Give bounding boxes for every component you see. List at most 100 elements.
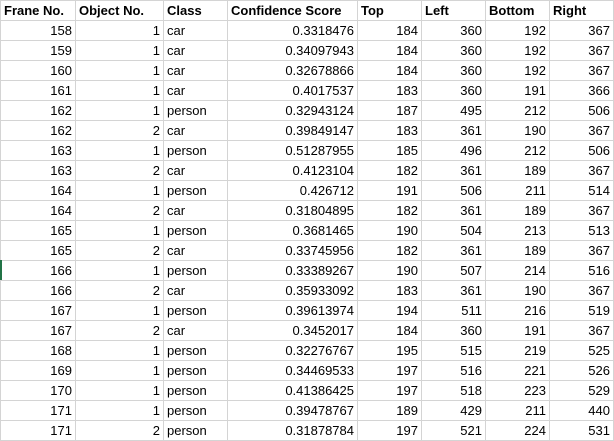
cell-left[interactable]: 360 [421,320,486,341]
cell-bottom[interactable]: 189 [485,240,550,261]
cell-frame-no[interactable]: 165 [0,240,76,261]
cell-confidence-score[interactable]: 0.3681465 [227,220,358,241]
cell-left[interactable]: 495 [421,100,486,121]
cell-object-no[interactable]: 2 [75,420,164,441]
cell-frame-no[interactable]: 171 [0,400,76,421]
cell-object-no[interactable]: 2 [75,160,164,181]
cell-bottom[interactable]: 213 [485,220,550,241]
cell-object-no[interactable]: 1 [75,340,164,361]
cell-right[interactable]: 367 [549,60,614,81]
cell-confidence-score[interactable]: 0.3318476 [227,20,358,41]
cell-top[interactable]: 183 [357,80,422,101]
cell-class[interactable]: person [163,360,228,381]
cell-confidence-score[interactable]: 0.35933092 [227,280,358,301]
cell-frame-no[interactable]: 169 [0,360,76,381]
cell-bottom[interactable]: 191 [485,320,550,341]
cell-bottom[interactable]: 221 [485,360,550,381]
cell-top[interactable]: 190 [357,220,422,241]
cell-class[interactable]: car [163,60,228,81]
cell-frame-no[interactable]: 164 [0,180,76,201]
cell-confidence-score[interactable]: 0.34097943 [227,40,358,61]
cell-confidence-score[interactable]: 0.32943124 [227,100,358,121]
cell-class[interactable]: person [163,140,228,161]
cell-confidence-score[interactable]: 0.33389267 [227,260,358,281]
cell-frame-no[interactable]: 167 [0,300,76,321]
cell-bottom[interactable]: 223 [485,380,550,401]
cell-right[interactable]: 367 [549,320,614,341]
cell-object-no[interactable]: 1 [75,80,164,101]
cell-class[interactable]: car [163,120,228,141]
cell-top[interactable]: 182 [357,200,422,221]
cell-class[interactable]: person [163,420,228,441]
cell-left[interactable]: 361 [421,280,486,301]
cell-right[interactable]: 367 [549,200,614,221]
header-cell-bottom[interactable]: Bottom [485,0,550,21]
cell-bottom[interactable]: 190 [485,120,550,141]
cell-object-no[interactable]: 1 [75,60,164,81]
cell-top[interactable]: 197 [357,380,422,401]
cell-frame-no[interactable]: 166 [0,280,76,301]
cell-bottom[interactable]: 192 [485,40,550,61]
cell-right[interactable]: 506 [549,100,614,121]
cell-object-no[interactable]: 1 [75,40,164,61]
cell-frame-no[interactable]: 162 [0,100,76,121]
cell-confidence-score[interactable]: 0.39478767 [227,400,358,421]
cell-left[interactable]: 506 [421,180,486,201]
cell-top[interactable]: 184 [357,60,422,81]
cell-right[interactable]: 366 [549,80,614,101]
cell-bottom[interactable]: 189 [485,200,550,221]
cell-confidence-score[interactable]: 0.32276767 [227,340,358,361]
cell-confidence-score[interactable]: 0.4017537 [227,80,358,101]
cell-bottom[interactable]: 212 [485,140,550,161]
cell-frame-no[interactable]: 170 [0,380,76,401]
cell-frame-no[interactable]: 165 [0,220,76,241]
header-cell-confidence-score[interactable]: Confidence Score [227,0,358,21]
cell-class[interactable]: person [163,100,228,121]
cell-right[interactable]: 513 [549,220,614,241]
header-cell-object-no[interactable]: Object No. [75,0,164,21]
cell-object-no[interactable]: 1 [75,180,164,201]
cell-frame-no[interactable]: 166 [0,260,76,281]
cell-frame-no[interactable]: 167 [0,320,76,341]
cell-frame-no[interactable]: 161 [0,80,76,101]
cell-left[interactable]: 361 [421,160,486,181]
cell-left[interactable]: 360 [421,80,486,101]
cell-frame-no[interactable]: 163 [0,160,76,181]
cell-bottom[interactable]: 211 [485,180,550,201]
cell-object-no[interactable]: 1 [75,260,164,281]
cell-top[interactable]: 184 [357,320,422,341]
cell-top[interactable]: 190 [357,260,422,281]
header-cell-frame-no[interactable]: Frane No. [0,0,76,21]
cell-top[interactable]: 197 [357,360,422,381]
cell-object-no[interactable]: 1 [75,220,164,241]
cell-bottom[interactable]: 191 [485,80,550,101]
cell-class[interactable]: person [163,340,228,361]
cell-top[interactable]: 191 [357,180,422,201]
cell-left[interactable]: 496 [421,140,486,161]
cell-confidence-score[interactable]: 0.33745956 [227,240,358,261]
cell-right[interactable]: 367 [549,280,614,301]
cell-object-no[interactable]: 1 [75,140,164,161]
cell-object-no[interactable]: 2 [75,240,164,261]
cell-class[interactable]: car [163,320,228,341]
cell-class[interactable]: car [163,80,228,101]
cell-class[interactable]: person [163,380,228,401]
cell-class[interactable]: car [163,20,228,41]
cell-left[interactable]: 521 [421,420,486,441]
cell-bottom[interactable]: 190 [485,280,550,301]
cell-frame-no[interactable]: 160 [0,60,76,81]
header-cell-right[interactable]: Right [549,0,614,21]
cell-right[interactable]: 519 [549,300,614,321]
cell-right[interactable]: 506 [549,140,614,161]
cell-right[interactable]: 367 [549,240,614,261]
cell-object-no[interactable]: 1 [75,20,164,41]
cell-frame-no[interactable]: 171 [0,420,76,441]
cell-right[interactable]: 367 [549,20,614,41]
cell-left[interactable]: 429 [421,400,486,421]
header-cell-top[interactable]: Top [357,0,422,21]
cell-right[interactable]: 531 [549,420,614,441]
cell-frame-no[interactable]: 163 [0,140,76,161]
cell-left[interactable]: 515 [421,340,486,361]
cell-class[interactable]: car [163,200,228,221]
cell-top[interactable]: 194 [357,300,422,321]
